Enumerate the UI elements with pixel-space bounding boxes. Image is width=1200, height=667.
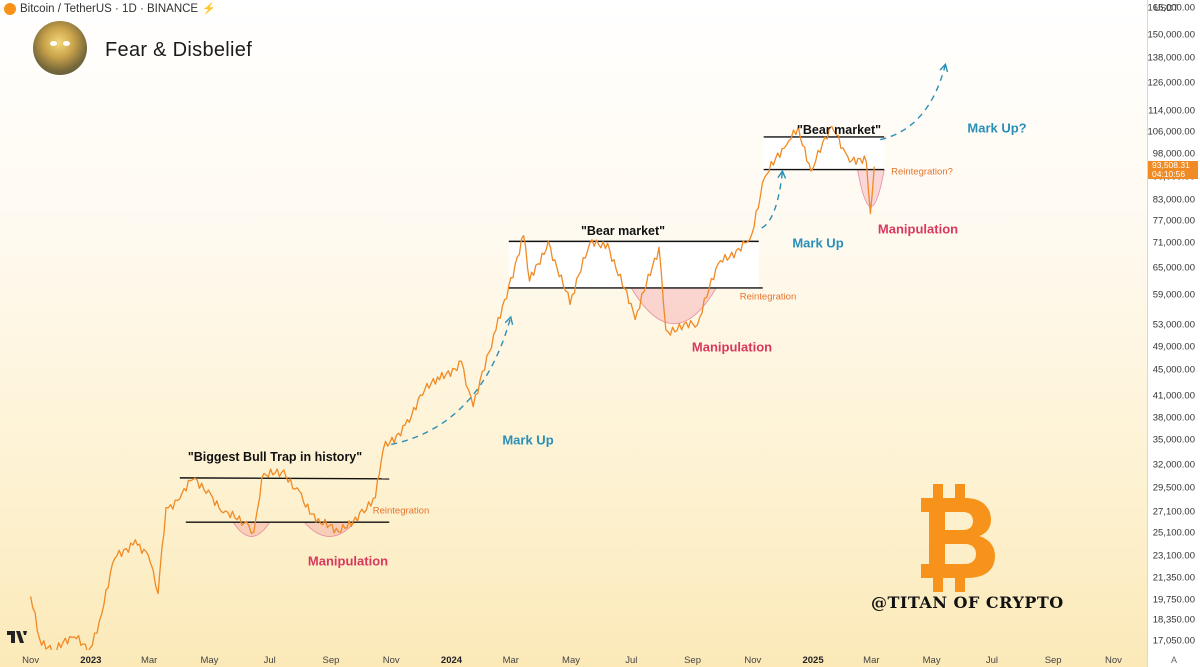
chart-background (0, 0, 1147, 667)
manipulation-zone-2 (303, 521, 356, 537)
price-tick-label: 21,350.00 (1152, 572, 1195, 584)
price-tick-label: 27,100.00 (1152, 506, 1195, 518)
price-tick-label: 138,000.00 (1147, 52, 1195, 64)
range-top-line-1 (179, 477, 390, 480)
manipulation-label-1: Manipulation (307, 553, 389, 569)
bitcoin-logo-icon (921, 484, 995, 592)
time-tick-label: Sep (1044, 655, 1062, 666)
time-tick-label: Mar (140, 655, 158, 666)
mark-up-arrowhead-1 (504, 315, 514, 325)
bitcoin-coin-icon (4, 2, 16, 15)
bull-trap-label: "Biggest Bull Trap in history" (187, 450, 363, 464)
mark-up-arrowhead-3 (939, 62, 949, 73)
price-axis[interactable]: USDT 165,000.00 150,000.00 138,000.00 126,0… (1147, 0, 1200, 667)
time-tick-label: Mar (863, 655, 880, 666)
price-tick-label: 83,000.00 (1152, 194, 1195, 206)
price-tick-label: 59,000.00 (1152, 289, 1195, 301)
time-tick-label: Jul (985, 655, 998, 666)
bear-market-label-1: "Bear market" (580, 224, 666, 238)
price-tick-label: 65,000.00 (1152, 262, 1195, 274)
time-tick-label: Nov (1104, 655, 1122, 666)
price-tick-label: 17,050.00 (1152, 635, 1195, 647)
bar-countdown: 04:10:56 (1152, 168, 1186, 179)
manipulation-label-2: Manipulation (691, 339, 773, 355)
mark-up-arrow-2 (761, 171, 784, 229)
last-price-tag: 93,508.31 04:10:56 (1148, 159, 1198, 179)
price-tick-label: 77,000.00 (1152, 215, 1195, 227)
titan-watermark: @TITAN OF CRYPTO (871, 593, 1064, 612)
mark-up-arrow-1 (391, 316, 512, 446)
time-tick-label: May (922, 655, 941, 666)
time-tick-label: Mar (502, 655, 519, 666)
price-tick-label: 23,100.00 (1152, 550, 1195, 562)
chart-title: Fear & Disbelief (105, 39, 253, 61)
lightning-icon: ⚡ (202, 3, 216, 15)
mark-up-label-3: Mark Up? (967, 120, 1027, 136)
mark-up-arrowhead-2 (777, 169, 787, 179)
avatar-eye-right (63, 41, 70, 46)
price-tick-label: 165,000.00 (1147, 2, 1195, 14)
price-tick-label: 106,000.00 (1147, 126, 1195, 138)
manipulation-zone-3 (630, 287, 717, 325)
bear-market-label-2: "Bear market" (796, 123, 882, 137)
price-axis-unit: USDT (1154, 3, 1179, 13)
last-price-value: 93,508.31 (1152, 159, 1190, 170)
price-line (29, 125, 875, 650)
price-tick-label: 19,750.00 (1152, 594, 1195, 606)
tradingview-logo-icon[interactable] (6, 630, 28, 647)
price-tick-label: 38,000.00 (1152, 412, 1195, 424)
time-tick-label: Nov (382, 655, 400, 666)
time-tick-label: 2024 (440, 655, 463, 666)
author-avatar (33, 21, 87, 75)
reintegration-label-3: Reintegration? (891, 166, 953, 178)
price-tick-label: 98,000.00 (1152, 148, 1195, 159)
manipulation-label-3: Manipulation (877, 221, 959, 237)
price-tick-label: 49,000.00 (1152, 341, 1195, 353)
price-tick-label: 41,000.00 (1152, 390, 1195, 402)
symbol-header[interactable]: Bitcoin / TetherUS · 1D · BINANCE ⚡ (4, 2, 216, 15)
mark-up-label-2: Mark Up (792, 235, 844, 251)
time-tick-label: Sep (322, 655, 340, 666)
time-tick-label: Nov (22, 655, 40, 666)
time-tick-label: Sep (684, 655, 701, 666)
time-tick-label: Nov (744, 655, 762, 666)
price-tick-label: 126,000.00 (1147, 77, 1195, 89)
symbol-label: Bitcoin / TetherUS · 1D · BINANCE (20, 2, 199, 15)
manipulation-zone-1 (232, 521, 271, 537)
price-tick-label: 35,000.00 (1152, 434, 1195, 446)
range-box-3 (763, 136, 885, 170)
price-chart[interactable] (0, 0, 1147, 667)
price-tick-label: 114,000.00 (1148, 105, 1195, 117)
price-tick-label: 45,000.00 (1152, 364, 1195, 376)
price-tick-label: 25,100.00 (1152, 527, 1195, 539)
mark-up-label-1: Mark Up (502, 432, 554, 448)
time-tick-label: 2023 (80, 655, 102, 666)
price-tick-label: 18,350.00 (1152, 614, 1195, 626)
price-tick-label: 32,000.00 (1152, 459, 1195, 471)
price-tick-label: 53,000.00 (1152, 319, 1195, 331)
price-tick-label: 29,500.00 (1152, 482, 1195, 494)
time-tick-label: Jul (263, 655, 276, 666)
mark-up-arrow-3 (880, 64, 947, 141)
time-tick-label: May (200, 655, 219, 666)
time-tick-label: 2025 (802, 655, 824, 666)
price-tick-label: 150,000.00 (1147, 29, 1195, 41)
reintegration-label-2: Reintegration (739, 291, 797, 303)
time-tick-label: May (562, 655, 580, 666)
auto-scale-button[interactable]: A (1171, 655, 1178, 665)
price-tick-label: 71,000.00 (1152, 237, 1195, 249)
manipulation-zone-4 (857, 169, 885, 207)
avatar-eye-left (50, 41, 57, 46)
reintegration-label-1: Reintegration (372, 505, 430, 517)
time-tick-label: Jul (625, 655, 638, 666)
